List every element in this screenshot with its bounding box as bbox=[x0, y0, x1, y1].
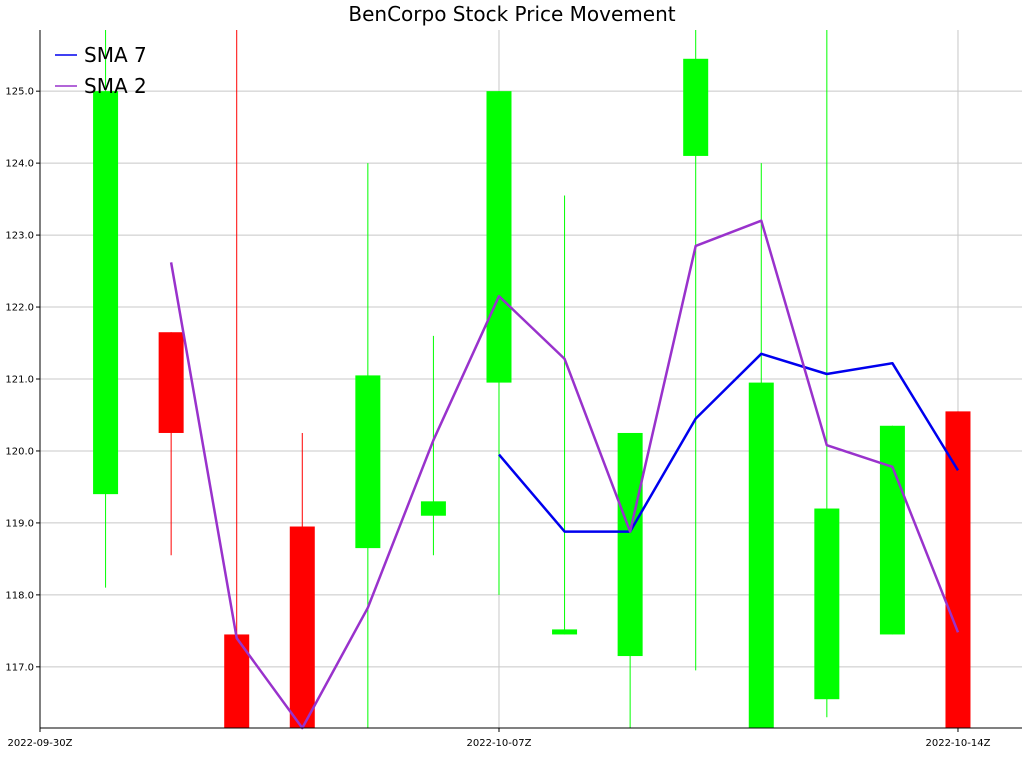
y-tick-label: 121.0 bbox=[5, 375, 34, 386]
candle-body-up bbox=[683, 58, 709, 156]
legend-label: SMA 7 bbox=[84, 43, 147, 67]
y-tick-label: 119.0 bbox=[5, 518, 34, 529]
series-line-sma-7 bbox=[498, 352, 960, 533]
y-tick-label: 120.0 bbox=[5, 446, 34, 457]
candle-body-up bbox=[814, 508, 840, 700]
candle-body-up bbox=[617, 432, 643, 657]
candle-body-down bbox=[289, 526, 315, 728]
y-tick-label: 117.0 bbox=[5, 662, 34, 673]
candle-body-down bbox=[945, 411, 971, 728]
x-tick-label: 2022-10-14Z bbox=[925, 738, 990, 749]
y-tick-label: 123.0 bbox=[5, 231, 34, 242]
y-tick-label: 122.0 bbox=[5, 303, 34, 314]
candle-body-up bbox=[93, 91, 119, 495]
candle-body-up bbox=[355, 375, 381, 549]
y-tick-label: 124.0 bbox=[5, 159, 34, 170]
legend-label: SMA 2 bbox=[84, 74, 147, 98]
candle-body-up bbox=[552, 629, 578, 635]
axes: 117.0 118.0 119.0 120.0 121.0 122.0 123.0 124.0… bbox=[5, 30, 1022, 749]
candles bbox=[93, 30, 971, 728]
candle-body-down bbox=[158, 332, 184, 433]
candle-body-up bbox=[748, 382, 774, 728]
candle-body-up bbox=[420, 501, 446, 516]
legend: SMA 7 SMA 2 bbox=[55, 43, 147, 98]
y-tick-label: 125.0 bbox=[5, 87, 34, 98]
x-tick-label: 2022-10-07Z bbox=[467, 738, 532, 749]
candle-body-up bbox=[879, 425, 905, 635]
chart-title: BenCorpo Stock Price Movement bbox=[348, 2, 675, 26]
candle-body-up bbox=[486, 91, 512, 383]
grid-lines bbox=[40, 30, 1022, 728]
y-tick-label: 118.0 bbox=[5, 590, 34, 601]
x-tick-label: 2022-09-30Z bbox=[8, 738, 73, 749]
